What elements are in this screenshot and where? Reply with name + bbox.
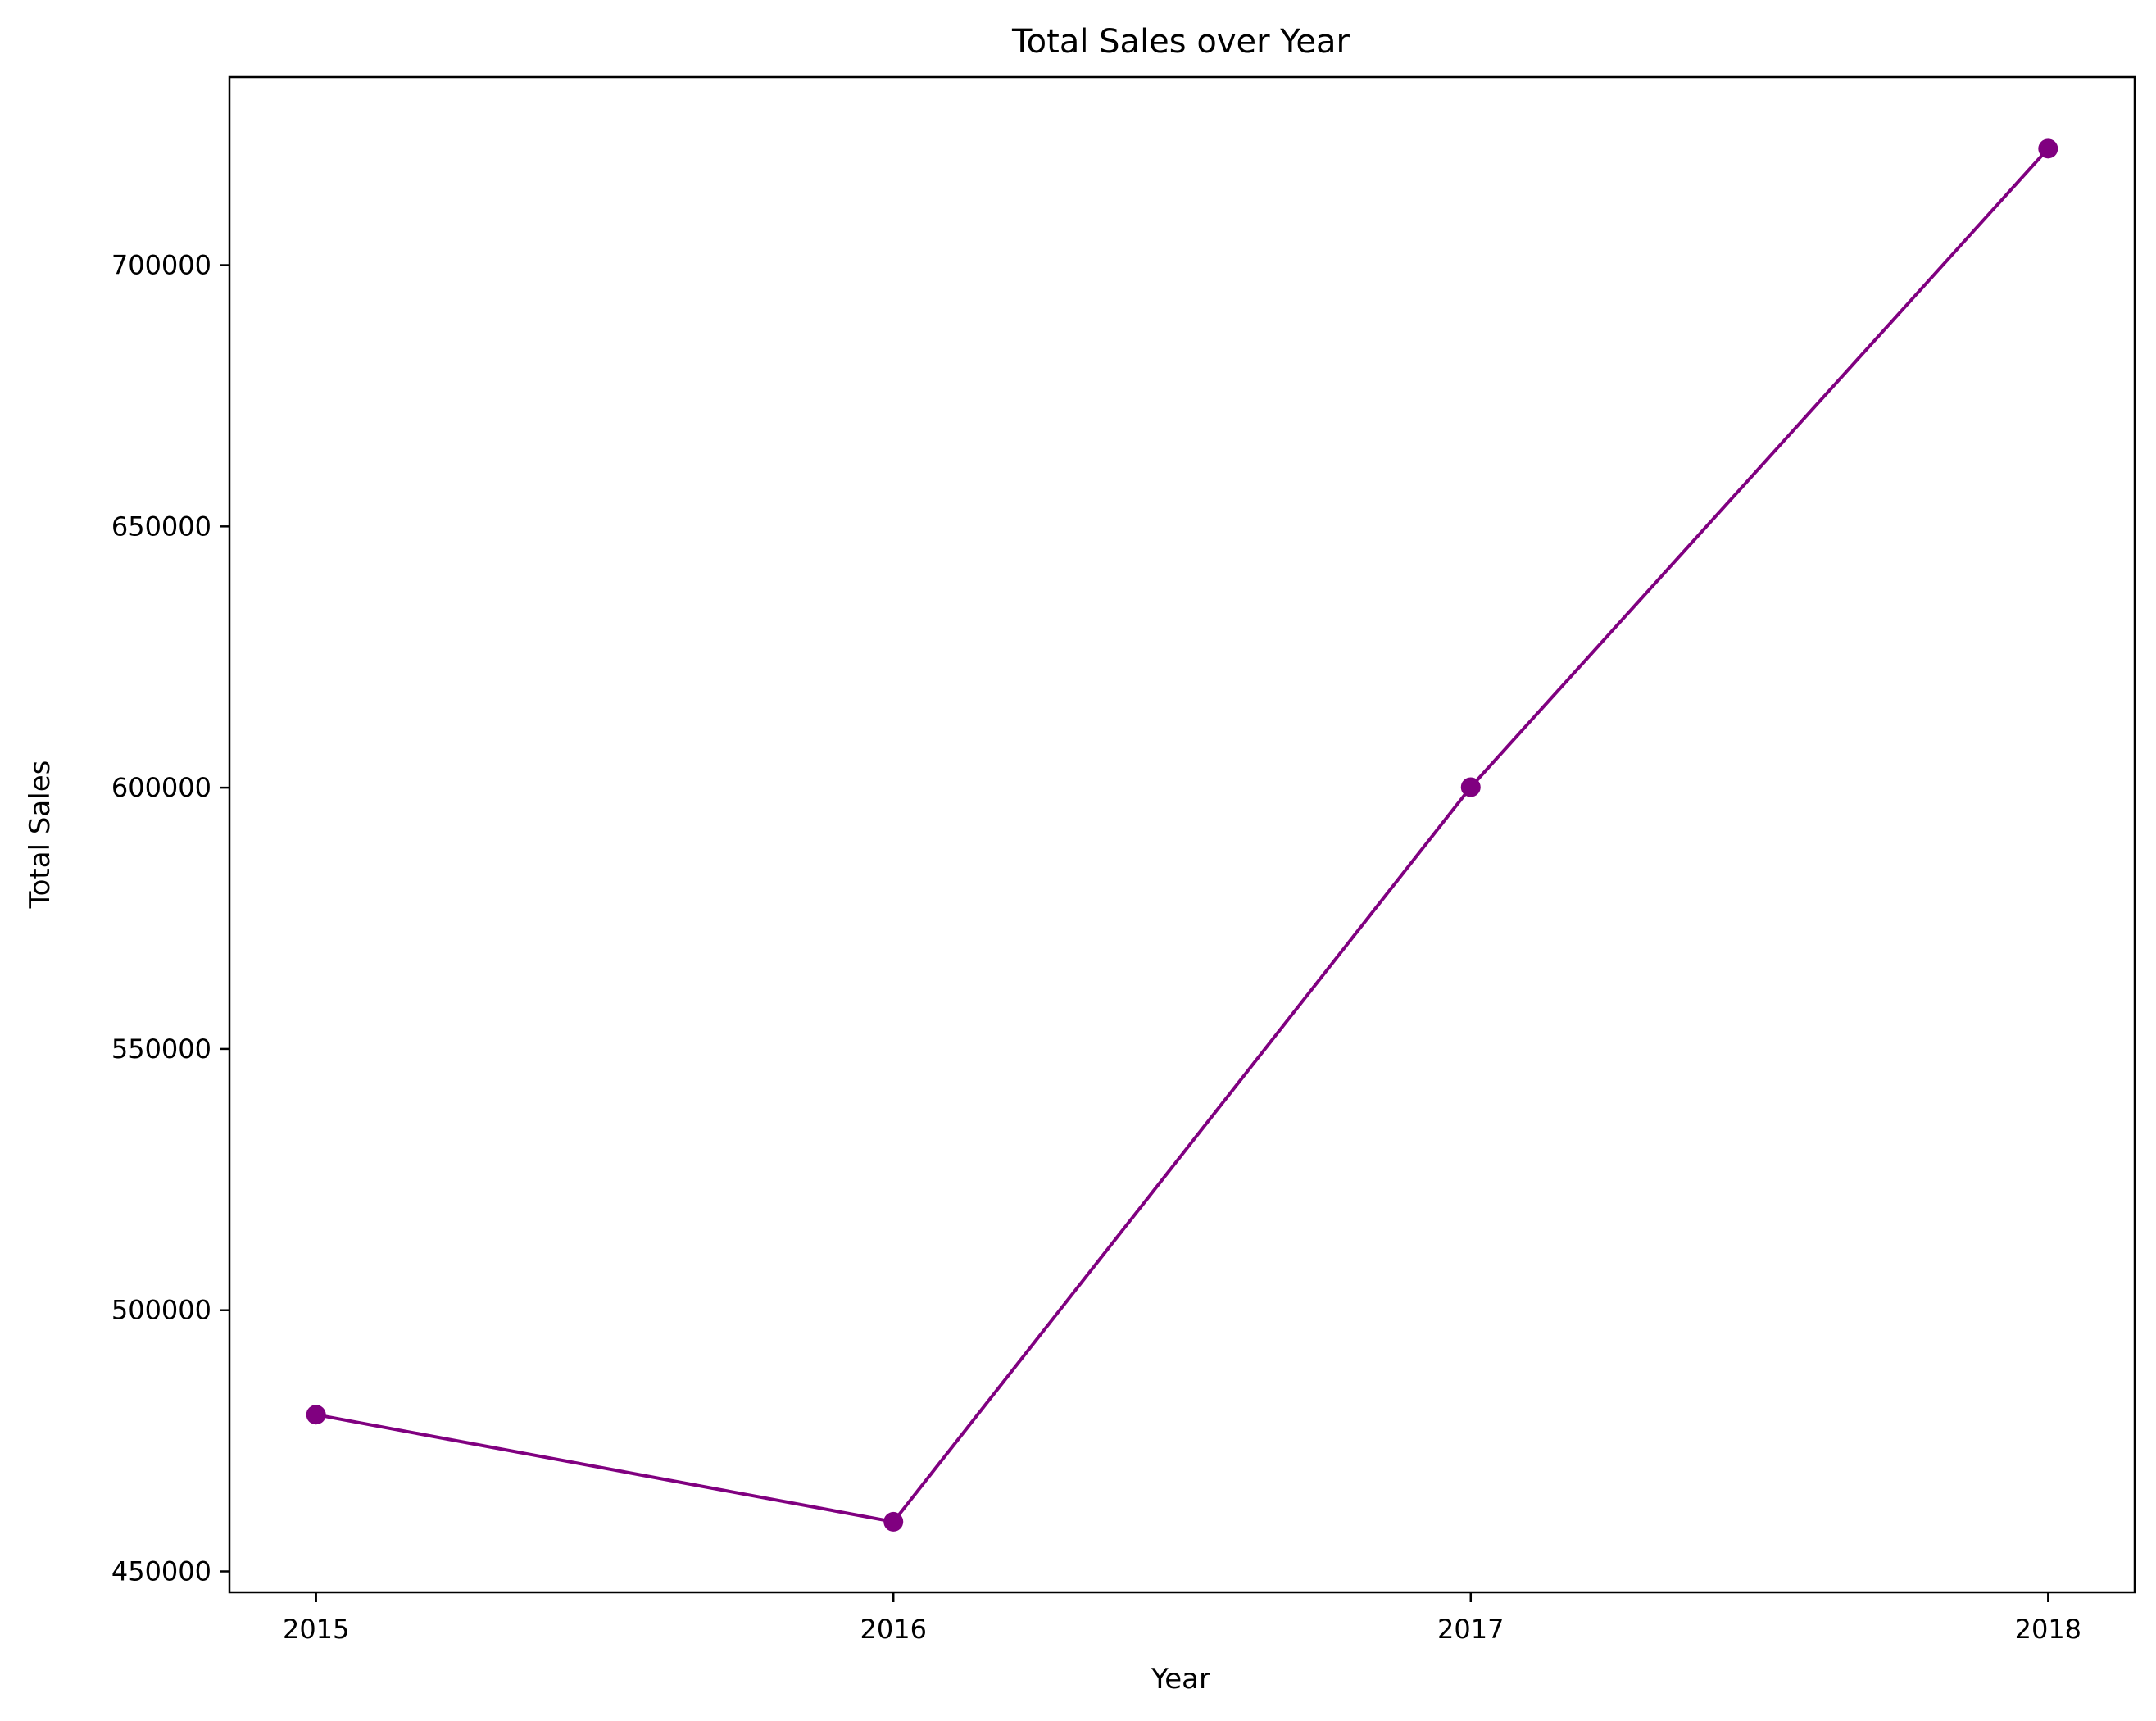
x-tick-label: 2015 <box>283 1614 349 1645</box>
y-axis-ticks: 450000 500000 550000 600000 650000 700000 <box>111 250 229 1587</box>
series-line <box>315 148 2049 1523</box>
data-point-2015 <box>306 1405 326 1425</box>
x-tick-label: 2017 <box>1437 1614 1504 1645</box>
y-tick-label: 700000 <box>111 250 211 281</box>
data-point-2017 <box>1460 777 1481 797</box>
y-tick-label: 500000 <box>111 1295 211 1326</box>
data-point-2018 <box>2038 138 2058 159</box>
x-axis-label: Year <box>1151 1663 1210 1696</box>
chart-title: Total Sales over Year <box>1011 23 1350 61</box>
plot-area-frame <box>228 75 2136 1594</box>
x-axis-ticks: 2015 2016 2017 2018 <box>283 1592 2081 1645</box>
y-tick-label: 650000 <box>111 511 211 542</box>
x-tick-label: 2018 <box>2015 1614 2081 1645</box>
y-axis-label: Total Sales <box>24 761 57 910</box>
x-tick-label: 2016 <box>860 1614 927 1645</box>
y-tick-label: 450000 <box>111 1555 211 1587</box>
data-point-2016 <box>883 1511 904 1532</box>
y-tick-label: 550000 <box>111 1033 211 1065</box>
series-layer <box>306 138 2058 1532</box>
y-tick-label: 600000 <box>111 772 211 803</box>
